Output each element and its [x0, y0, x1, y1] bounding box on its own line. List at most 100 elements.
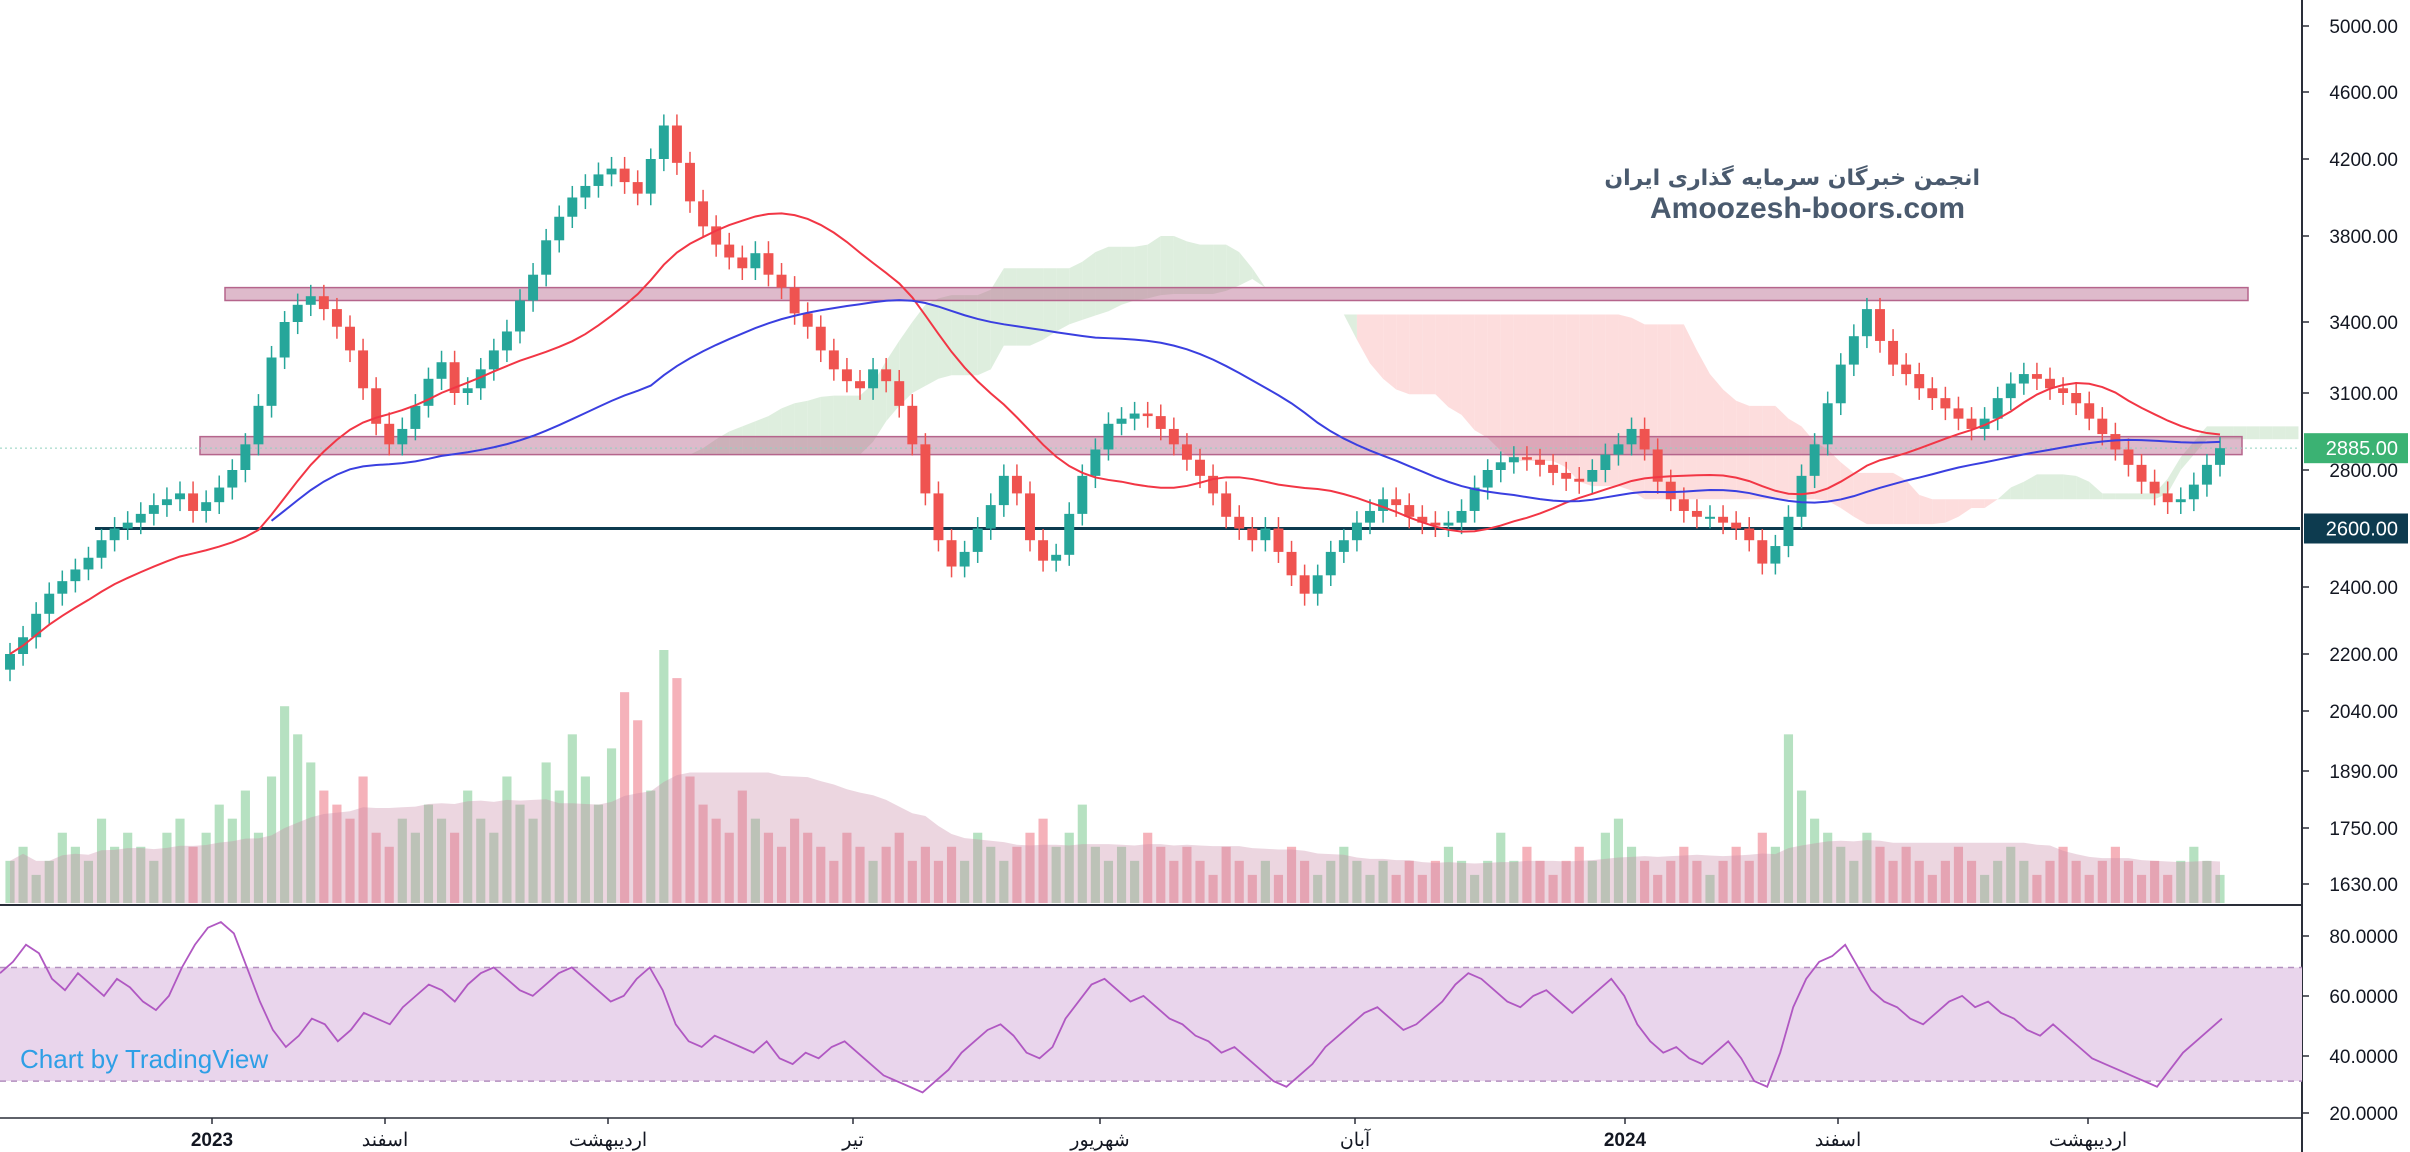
candle-body — [5, 654, 15, 670]
candle-body — [1391, 499, 1402, 506]
cloud-segment — [441, 587, 455, 594]
candle-body — [1521, 457, 1532, 460]
volume-bar — [162, 832, 172, 903]
cloud-segment — [1343, 314, 1357, 340]
volume-bar — [986, 846, 996, 903]
candle-body — [436, 362, 447, 379]
candle-body — [1875, 309, 1885, 341]
cloud-segment — [1919, 494, 1933, 525]
candle-body — [2162, 493, 2173, 503]
candle-body — [1168, 428, 1179, 445]
cloud-segment — [546, 566, 560, 570]
cloud-segment — [2128, 493, 2142, 500]
candle-body — [802, 313, 813, 327]
cloud-segment — [559, 557, 573, 567]
axes: 5000.00 4600.00 4200.00 3800.00 3400.00 3100.… — [191, 17, 2408, 1151]
candle-body — [737, 257, 748, 269]
cloud-segment — [1082, 252, 1096, 320]
volume-bar — [881, 846, 891, 903]
volume-bar — [1443, 846, 1454, 903]
candle-body — [998, 475, 1009, 506]
candle-body — [985, 505, 996, 529]
candle-body — [1103, 423, 1114, 450]
cloud-segment — [1958, 499, 1972, 517]
candle-body — [2005, 383, 2016, 399]
candle-body — [1561, 472, 1572, 479]
candle-body — [2136, 464, 2147, 482]
tradingview-credit[interactable]: Chart by TradingView — [20, 1044, 268, 1074]
candle-body — [671, 125, 682, 163]
volume-bar — [1653, 874, 1663, 903]
volume-bar — [1692, 860, 1702, 903]
candle-body — [423, 378, 434, 406]
candle-body — [1234, 516, 1245, 529]
volume-bar — [1705, 874, 1715, 903]
volume-bar — [1156, 846, 1166, 903]
volume-bar — [973, 832, 983, 903]
last-price-label: 2885.00 — [2326, 438, 2398, 460]
volume-bar — [1417, 874, 1427, 903]
cloud-segment — [1683, 324, 1697, 500]
volume-bar — [1365, 874, 1375, 903]
volume-bar — [1339, 846, 1349, 903]
volume-bar — [1993, 860, 2003, 903]
volume-bar — [214, 804, 224, 903]
candle-body — [1639, 428, 1650, 450]
volume-bar — [554, 790, 564, 903]
candle-body — [1260, 528, 1271, 541]
volume-bar — [1666, 860, 1676, 903]
volume-bar — [2123, 860, 2134, 903]
cloud-segment — [428, 593, 442, 604]
cloud-segment — [1278, 304, 1292, 315]
cloud-segment — [1631, 317, 1645, 500]
candle-body — [1796, 475, 1807, 517]
cloud-segment — [1566, 314, 1580, 482]
cloud-segment — [1906, 480, 1920, 525]
candle-body — [2071, 393, 2082, 404]
candle-body — [384, 423, 395, 445]
candle-body — [1116, 418, 1127, 424]
level-badge: 2600.00 — [2304, 513, 2408, 544]
candle-body — [1247, 528, 1258, 541]
rsi-band — [0, 967, 2302, 1082]
volume-bar — [345, 818, 355, 903]
volume-bar — [1025, 832, 1035, 903]
cloud-segment — [2259, 426, 2273, 440]
candle-body — [1181, 444, 1192, 460]
candle-body — [1221, 493, 1232, 517]
volume-bar — [894, 832, 904, 903]
volume-bar — [1247, 874, 1257, 903]
candle-body — [2058, 388, 2069, 393]
volume-bar — [750, 818, 760, 903]
volume-bar — [1496, 832, 1506, 903]
volume-bar — [1783, 734, 1794, 903]
candle-body — [1430, 522, 1441, 526]
cloud-segment — [1396, 314, 1410, 395]
volume-bar — [266, 776, 277, 903]
cloud-segment — [454, 584, 468, 587]
cloud-segment — [964, 295, 978, 376]
volume-bar — [829, 860, 839, 903]
price-panel — [0, 0, 2303, 1152]
candle-body — [855, 381, 865, 389]
cloud-segment — [2246, 426, 2260, 440]
cloud-segment — [1239, 252, 1253, 286]
candle-body — [1822, 403, 1833, 445]
candle-body — [201, 502, 212, 511]
candle-body — [2201, 464, 2212, 485]
candle-body — [331, 309, 342, 327]
cloud-segment — [1592, 314, 1606, 487]
cloud-segment — [389, 617, 403, 624]
cloud-segment — [1579, 314, 1593, 487]
candle-body — [1783, 516, 1794, 547]
cloud-segment — [480, 575, 494, 580]
cloud-segment — [2285, 426, 2299, 440]
candle-body — [724, 244, 735, 258]
price-tick-label: 1890.00 — [2329, 762, 2398, 783]
cloud-segment — [1226, 244, 1240, 291]
volume-bar — [5, 860, 15, 903]
candle-body — [1286, 551, 1297, 576]
volume-bar — [620, 692, 630, 903]
candle-body — [685, 162, 695, 202]
volume-bar — [1313, 874, 1323, 903]
